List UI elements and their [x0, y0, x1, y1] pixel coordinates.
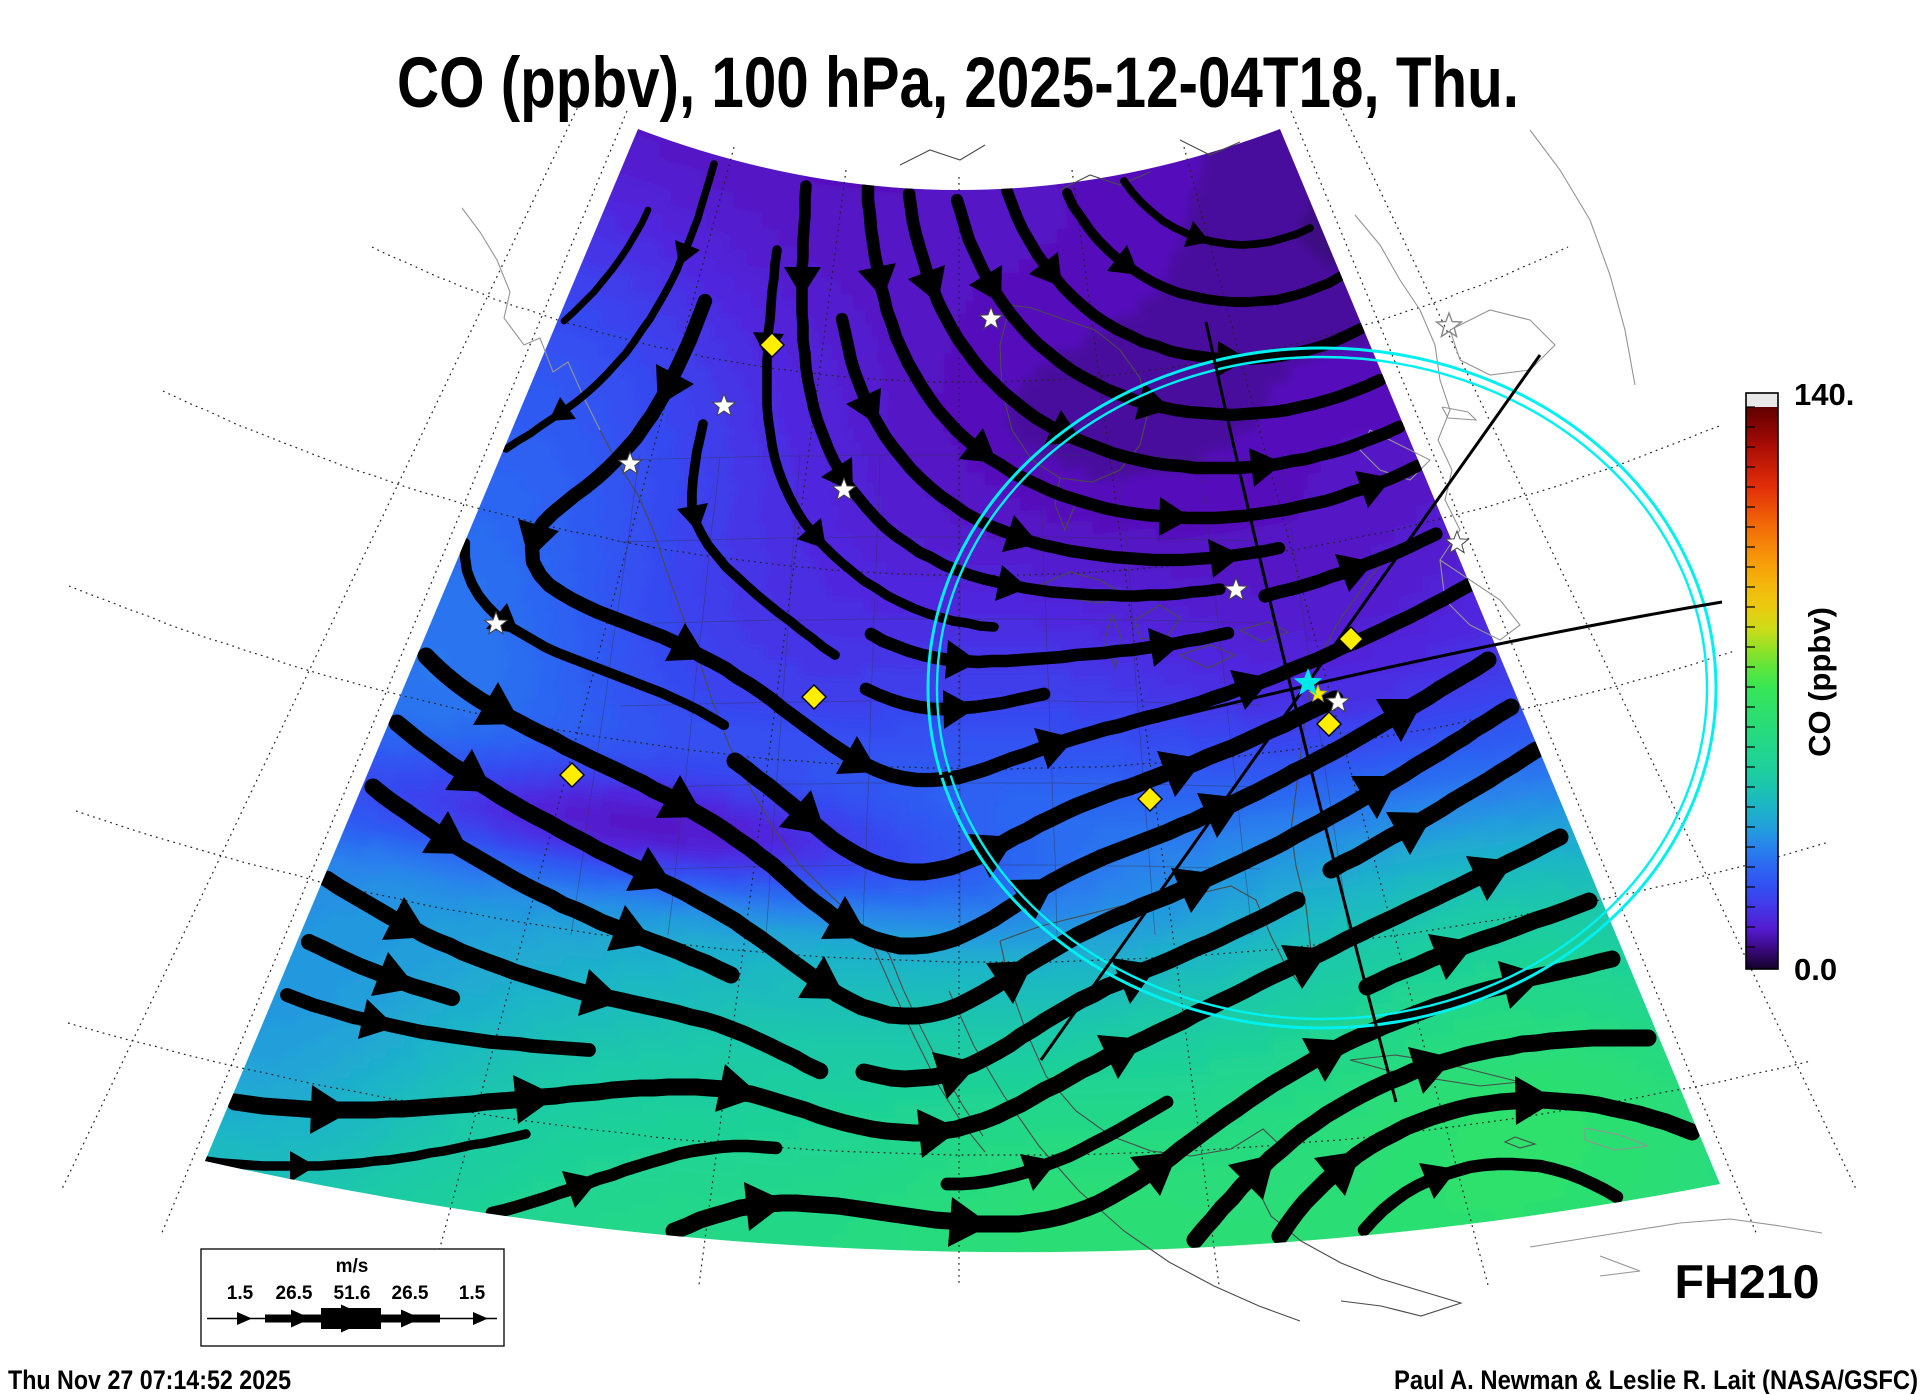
- svg-text:CO (ppbv), 100 hPa, 2025-12-04: CO (ppbv), 100 hPa, 2025-12-04T18, Thu.: [397, 44, 1519, 123]
- svg-text:Thu Nov 27 07:14:52 2025: Thu Nov 27 07:14:52 2025: [8, 1365, 291, 1394]
- svg-text:26.5: 26.5: [276, 1283, 313, 1304]
- svg-text:1.5: 1.5: [459, 1283, 486, 1304]
- svg-text:CO (ppbv): CO (ppbv): [1802, 607, 1837, 757]
- svg-text:1.5: 1.5: [227, 1283, 254, 1304]
- svg-text:0.0: 0.0: [1794, 952, 1837, 987]
- svg-text:51.6: 51.6: [334, 1283, 371, 1304]
- svg-text:26.5: 26.5: [392, 1283, 429, 1304]
- svg-text:FH210: FH210: [1675, 1255, 1820, 1308]
- svg-text:m/s: m/s: [336, 1256, 369, 1277]
- svg-text:Paul A. Newman & Leslie R. Lai: Paul A. Newman & Leslie R. Lait (NASA/GS…: [1394, 1365, 1918, 1394]
- svg-text:140.: 140.: [1794, 377, 1854, 412]
